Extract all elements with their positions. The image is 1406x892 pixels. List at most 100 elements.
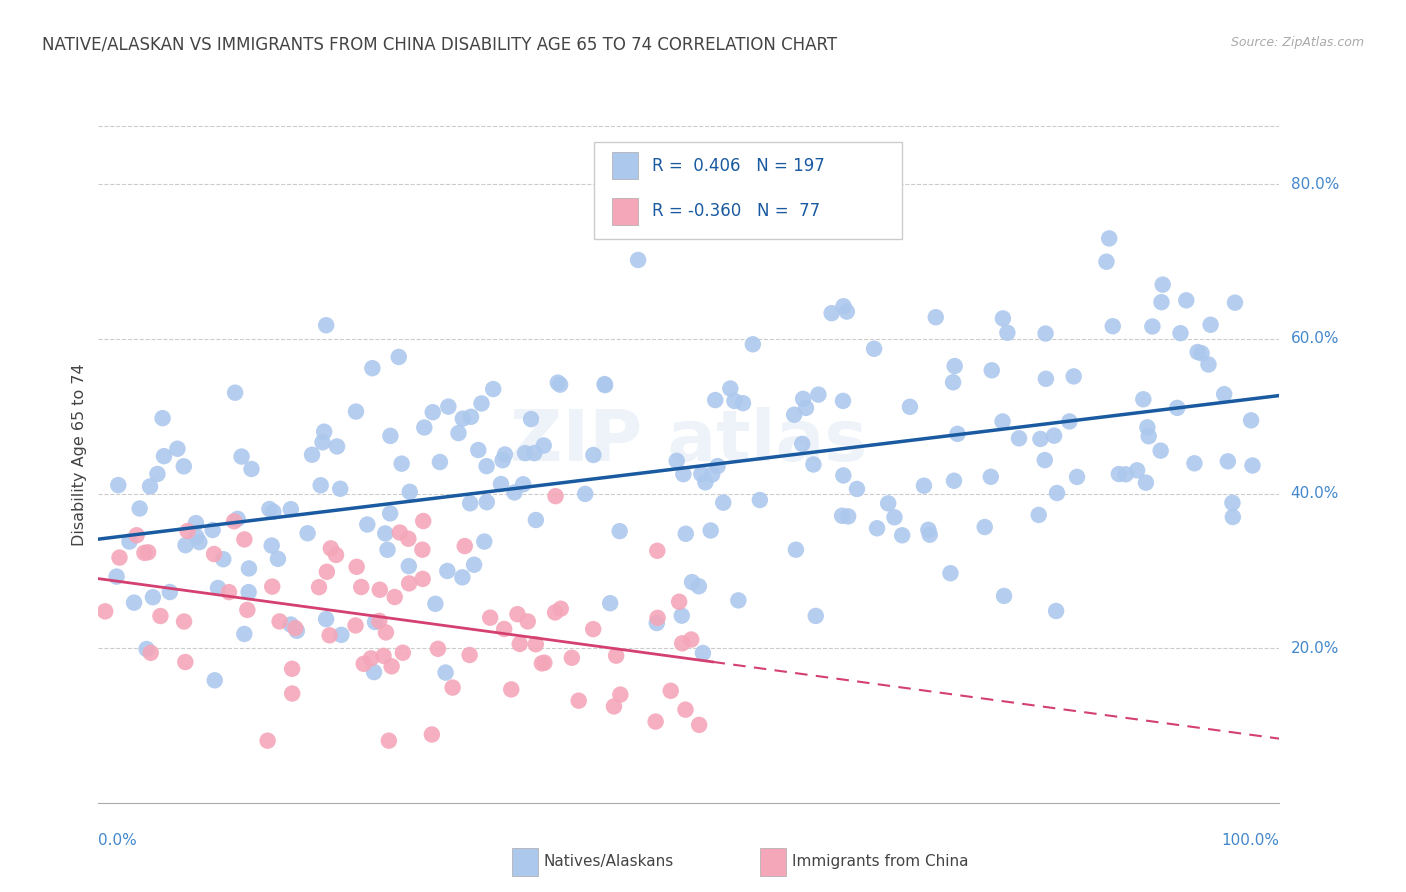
Point — [259, 502, 281, 516]
Point — [330, 628, 353, 642]
Point — [262, 505, 284, 519]
Point — [153, 449, 176, 463]
FancyBboxPatch shape — [595, 142, 901, 239]
Point — [671, 636, 693, 650]
Point — [877, 496, 900, 510]
Point — [609, 688, 631, 702]
Point — [1108, 467, 1130, 481]
Point — [863, 342, 886, 356]
Point — [1175, 293, 1198, 308]
Text: 100.0%: 100.0% — [1222, 833, 1279, 848]
Point — [174, 655, 197, 669]
Point — [723, 394, 745, 409]
Point — [1187, 345, 1209, 359]
Point — [460, 409, 482, 424]
Point — [231, 450, 253, 464]
Point — [1136, 420, 1159, 434]
Point — [574, 487, 596, 501]
Text: Source: ZipAtlas.com: Source: ZipAtlas.com — [1230, 36, 1364, 49]
Point — [368, 582, 391, 597]
Point — [384, 590, 406, 604]
Point — [411, 542, 433, 557]
Point — [1135, 475, 1157, 490]
Point — [315, 318, 337, 333]
Point — [297, 526, 319, 541]
Point — [392, 646, 415, 660]
Point — [329, 482, 352, 496]
Point — [413, 420, 436, 434]
Point — [820, 306, 842, 320]
Point — [315, 612, 337, 626]
Point — [136, 545, 159, 559]
Point — [1142, 319, 1164, 334]
Point — [942, 376, 965, 390]
Point — [524, 513, 547, 527]
Point — [832, 393, 855, 408]
Point — [429, 455, 451, 469]
Point — [550, 601, 572, 615]
Point — [695, 475, 717, 490]
Point — [1199, 318, 1222, 332]
Point — [582, 448, 605, 462]
Point — [688, 579, 710, 593]
Point — [835, 304, 858, 318]
Point — [494, 448, 516, 462]
Point — [704, 392, 727, 407]
Point — [671, 608, 693, 623]
Point — [396, 532, 419, 546]
Text: ZIP atlas: ZIP atlas — [510, 407, 868, 475]
Text: NATIVE/ALASKAN VS IMMIGRANTS FROM CHINA DISABILITY AGE 65 TO 74 CORRELATION CHAR: NATIVE/ALASKAN VS IMMIGRANTS FROM CHINA … — [42, 36, 838, 54]
Point — [645, 543, 668, 558]
Point — [520, 412, 543, 426]
Point — [533, 656, 555, 670]
Point — [463, 558, 485, 572]
Point — [547, 376, 569, 390]
Point — [1150, 295, 1173, 310]
Point — [1095, 254, 1118, 268]
Point — [186, 530, 208, 544]
Point — [135, 642, 157, 657]
Point — [269, 615, 291, 629]
Point — [544, 489, 567, 503]
Point — [142, 591, 165, 605]
Point — [665, 454, 688, 468]
Point — [458, 648, 481, 662]
Text: R = -0.360   N =  77: R = -0.360 N = 77 — [652, 202, 821, 220]
Point — [1191, 346, 1213, 360]
Point — [166, 442, 188, 456]
Point — [122, 596, 145, 610]
Point — [548, 377, 571, 392]
Point — [582, 622, 605, 636]
Point — [846, 482, 869, 496]
Point — [1222, 510, 1244, 524]
Y-axis label: Disability Age 65 to 74: Disability Age 65 to 74 — [72, 364, 87, 546]
Text: 60.0%: 60.0% — [1291, 332, 1339, 346]
Point — [467, 443, 489, 458]
Point — [412, 514, 434, 528]
Point — [1098, 231, 1121, 245]
Point — [943, 474, 966, 488]
Point — [1029, 432, 1052, 446]
Point — [378, 733, 401, 747]
Point — [356, 517, 378, 532]
Point — [398, 559, 420, 574]
Text: Natives/Alaskans: Natives/Alaskans — [544, 855, 673, 870]
Point — [134, 546, 156, 560]
Point — [233, 627, 256, 641]
Point — [262, 580, 284, 594]
Point — [226, 512, 249, 526]
Point — [184, 516, 207, 530]
Point — [489, 477, 512, 491]
Point — [479, 610, 502, 624]
Point — [454, 539, 477, 553]
Point — [350, 580, 373, 594]
Point — [912, 478, 935, 492]
Point — [458, 496, 481, 510]
Point — [1137, 429, 1160, 443]
Point — [1184, 456, 1206, 470]
Point — [1115, 467, 1137, 482]
Point — [501, 682, 523, 697]
Point — [609, 524, 631, 538]
Point — [513, 446, 536, 460]
Point — [603, 699, 626, 714]
